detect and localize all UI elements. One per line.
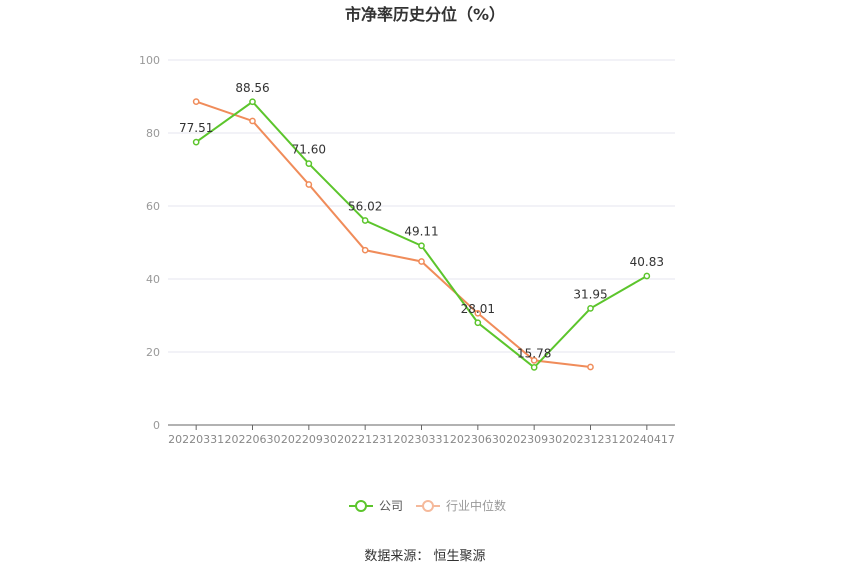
x-tick-label: 20231231 xyxy=(563,433,619,446)
legend[interactable]: 公司 行业中位数 xyxy=(349,498,506,513)
data-label: 88.56 xyxy=(235,81,269,95)
source-note: 数据来源： 恒生聚源 xyxy=(364,549,485,564)
data-labels: 77.51 88.56 71.60 56.02 49.11 28.01 15.78 31.95… xyxy=(179,81,664,361)
data-label: 15.78 xyxy=(517,346,551,360)
x-tick-label: 20230331 xyxy=(394,433,450,446)
data-point[interactable] xyxy=(249,98,256,106)
y-tick-label: 60 xyxy=(146,200,160,213)
data-point[interactable] xyxy=(192,98,200,105)
data-point[interactable] xyxy=(361,246,369,254)
data-point[interactable] xyxy=(418,258,425,265)
legend-label: 行业中位数 xyxy=(446,498,506,513)
data-point[interactable] xyxy=(643,272,651,280)
data-point[interactable] xyxy=(587,363,594,371)
data-point[interactable] xyxy=(249,117,256,125)
chart-title: 市净率历史分位（%） xyxy=(345,5,505,24)
data-label: 49.11 xyxy=(404,225,438,239)
data-point[interactable] xyxy=(530,357,538,364)
legend-marker xyxy=(355,500,367,512)
y-axis: 0 20 40 60 80 100 xyxy=(139,54,160,432)
data-point[interactable] xyxy=(530,364,538,371)
grid xyxy=(168,59,675,353)
data-point[interactable] xyxy=(361,217,369,224)
y-tick-label: 80 xyxy=(146,127,160,140)
x-axis: 20220331 20220630 20220930 20221231 20230331… xyxy=(168,425,675,446)
legend-label: 公司 xyxy=(379,499,403,513)
data-point[interactable] xyxy=(305,160,313,168)
data-label: 77.51 xyxy=(179,121,213,135)
x-tick-label: 20240417 xyxy=(619,433,675,446)
data-point[interactable] xyxy=(474,319,482,327)
data-point[interactable] xyxy=(305,181,313,188)
x-tick-label: 20220630 xyxy=(225,433,281,446)
x-tick-label: 20220930 xyxy=(281,433,337,446)
data-label: 28.01 xyxy=(461,302,495,316)
data-point[interactable] xyxy=(418,242,425,250)
y-tick-label: 20 xyxy=(146,346,160,359)
data-point[interactable] xyxy=(192,138,200,146)
data-label: 31.95 xyxy=(573,287,607,301)
data-label: 56.02 xyxy=(348,200,382,214)
data-label: 40.83 xyxy=(630,255,664,269)
legend-item-0[interactable]: 公司 xyxy=(349,499,403,513)
y-tick-label: 40 xyxy=(146,273,160,286)
y-tick-label: 100 xyxy=(139,54,160,67)
x-tick-label: 20230630 xyxy=(450,433,506,446)
y-tick-label: 0 xyxy=(153,419,160,432)
series xyxy=(192,98,651,371)
series-line-1 xyxy=(195,100,591,368)
legend-marker xyxy=(422,500,434,512)
x-tick-label: 20230930 xyxy=(506,433,562,446)
x-tick-label: 20221231 xyxy=(337,433,393,446)
data-point[interactable] xyxy=(474,309,482,317)
data-label: 71.60 xyxy=(292,143,326,157)
legend-item-1[interactable]: 行业中位数 xyxy=(416,498,506,513)
data-point[interactable] xyxy=(587,305,594,312)
x-tick-label: 20220331 xyxy=(168,433,224,446)
